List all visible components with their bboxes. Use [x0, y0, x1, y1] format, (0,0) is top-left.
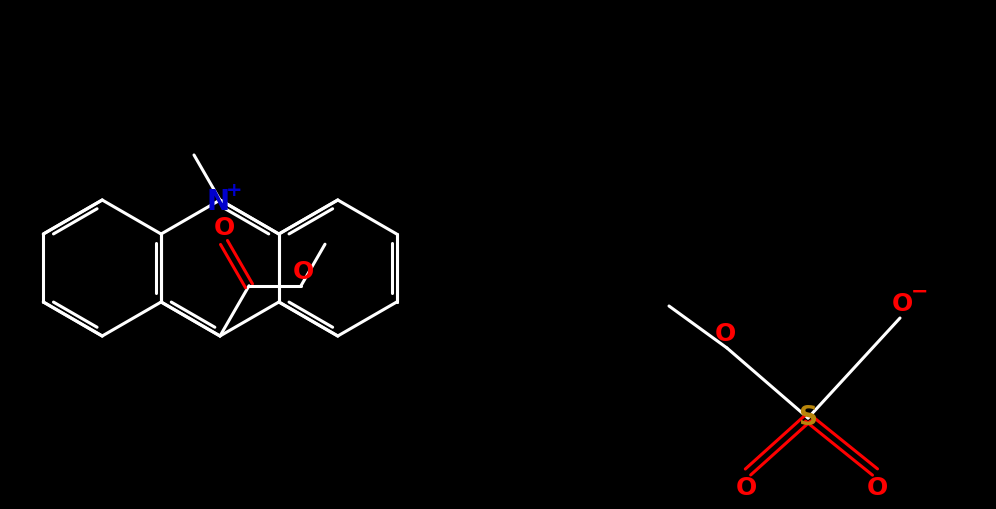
- Text: +: +: [226, 181, 242, 200]
- Text: O: O: [714, 322, 736, 346]
- Text: O: O: [213, 216, 235, 240]
- Text: O: O: [891, 292, 912, 316]
- Text: O: O: [735, 476, 757, 500]
- Text: O: O: [293, 260, 314, 284]
- Text: −: −: [911, 282, 928, 302]
- Text: O: O: [867, 476, 887, 500]
- Text: N: N: [206, 188, 229, 216]
- Text: S: S: [799, 405, 818, 431]
